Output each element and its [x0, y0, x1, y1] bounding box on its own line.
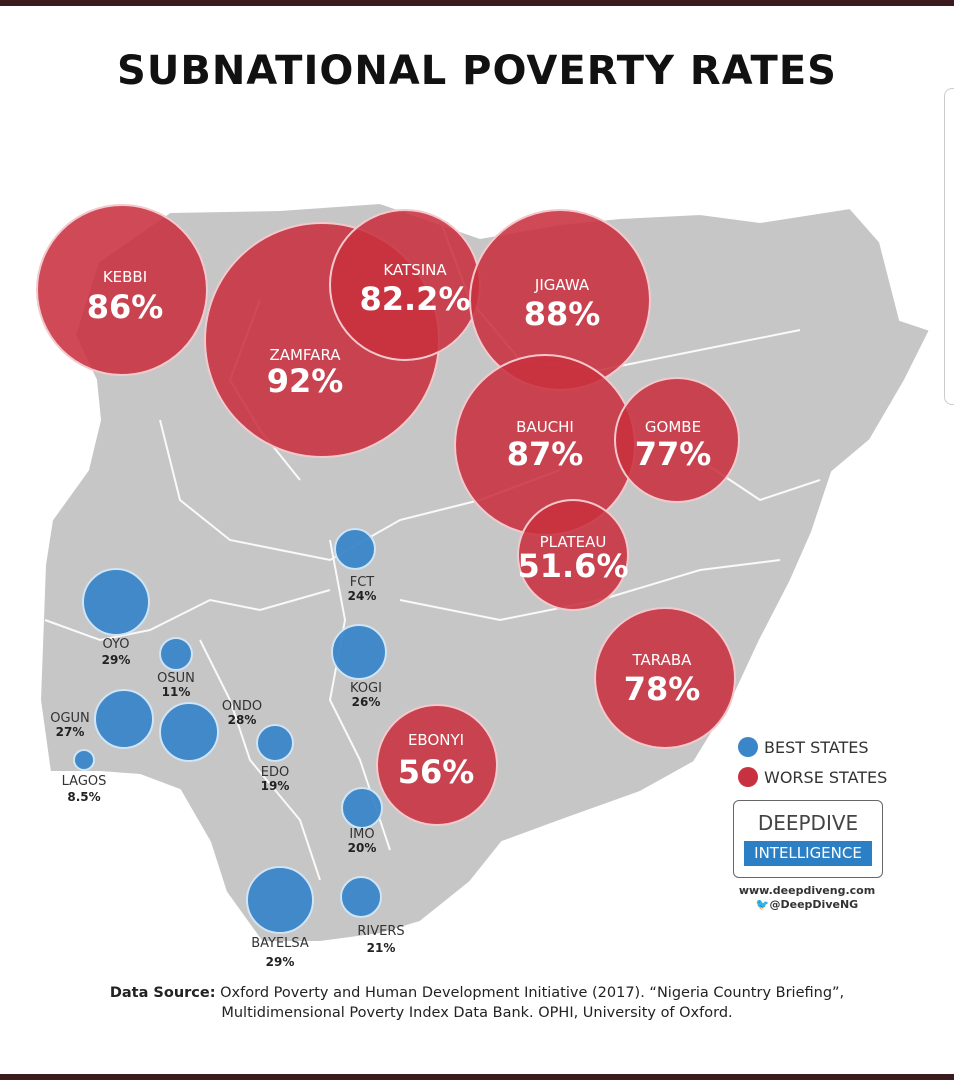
state-name-oyo: OYO [103, 637, 130, 652]
state-name-bauchi: BAUCHI [516, 418, 574, 436]
state-name-edo: EDO [261, 765, 289, 780]
credits: www.deepdiveng.com 🐦@DeepDiveNG [733, 884, 881, 912]
scroll-handle[interactable] [944, 88, 954, 405]
bubble-rivers [340, 876, 382, 918]
state-value-jigawa: 88% [524, 295, 601, 333]
red-dot-icon [738, 767, 758, 787]
legend-best: BEST STATES [738, 732, 887, 762]
legend-worse-label: WORSE STATES [764, 767, 888, 787]
state-value-oyo: 29% [102, 653, 131, 667]
state-value-bauchi: 87% [507, 435, 584, 473]
bubble-gombe [614, 377, 740, 503]
bubble-plateau [517, 499, 629, 611]
state-value-imo: 20% [348, 841, 377, 855]
state-value-taraba: 78% [624, 670, 701, 708]
state-value-ondo: 28% [228, 713, 257, 727]
state-name-taraba: TARABA [632, 651, 693, 669]
state-name-osun: OSUN [157, 671, 195, 686]
bubble-ondo [159, 702, 219, 762]
bubble-ogun [94, 689, 154, 749]
blue-dot-icon [738, 737, 758, 757]
legend-worse: WORSE STATES [738, 762, 887, 792]
state-value-gombe: 77% [635, 435, 712, 473]
state-value-edo: 19% [261, 779, 290, 793]
state-name-bayelsa: BAYELSA [251, 936, 309, 951]
state-value-ogun: 27% [56, 725, 85, 739]
state-name-imo: IMO [349, 827, 374, 842]
bubble-fct [334, 528, 376, 570]
state-value-rivers: 21% [367, 941, 396, 955]
data-source: Data Source: Oxford Poverty and Human De… [0, 983, 954, 1023]
legend: BEST STATES WORSE STATES [738, 732, 887, 792]
state-value-katsina: 82.2% [359, 280, 470, 318]
bubble-bayelsa [246, 866, 314, 934]
bubble-osun [159, 637, 193, 671]
state-name-jigawa: JIGAWA [534, 276, 590, 294]
source-line2: Multidimensional Poverty Index Data Bank… [221, 1005, 733, 1021]
state-value-fct: 24% [348, 589, 377, 603]
state-name-zamfara: ZAMFARA [269, 346, 341, 364]
bubble-kogi [331, 624, 387, 680]
state-value-kebbi: 86% [87, 288, 164, 326]
bottom-frame-bar [0, 1074, 954, 1080]
state-value-plateau: 51.6% [517, 547, 628, 585]
legend-best-label: BEST STATES [764, 737, 869, 757]
source-line1: Oxford Poverty and Human Development Ini… [220, 985, 845, 1001]
state-value-ebonyi: 56% [398, 753, 475, 791]
state-name-gombe: GOMBE [645, 418, 701, 436]
bubble-kebbi [36, 204, 208, 376]
state-value-bayelsa: 29% [266, 955, 295, 969]
logo-line1: DEEPDIVE [757, 811, 859, 835]
state-name-kogi: KOGI [350, 681, 382, 696]
source-label: Data Source: [109, 985, 216, 1001]
bubble-ebonyi [376, 704, 498, 826]
twitter-handle[interactable]: @DeepDiveNG [769, 898, 859, 911]
twitter-icon: 🐦 [755, 898, 770, 911]
state-name-fct: FCT [350, 575, 375, 590]
bubble-oyo [82, 568, 150, 636]
state-name-ebonyi: EBONYI [408, 731, 464, 749]
state-name-katsina: KATSINA [383, 261, 447, 279]
website-link[interactable]: www.deepdiveng.com [738, 884, 876, 897]
state-name-plateau: PLATEAU [540, 533, 607, 551]
page-title: SUBNATIONAL POVERTY RATES [117, 48, 837, 94]
state-name-kebbi: KEBBI [103, 268, 147, 286]
state-value-kogi: 26% [352, 695, 381, 709]
state-value-lagos: 8.5% [67, 790, 100, 804]
bubble-imo [341, 787, 383, 829]
state-value-zamfara: 92% [267, 362, 344, 400]
state-value-osun: 11% [162, 685, 191, 699]
state-name-ogun: OGUN [50, 711, 90, 726]
state-name-rivers: RIVERS [357, 924, 404, 939]
bubble-lagos [73, 749, 95, 771]
top-frame-bar [0, 0, 954, 6]
logo-line2: INTELLIGENCE [744, 841, 872, 866]
deepdive-logo: DEEPDIVE INTELLIGENCE [733, 800, 883, 878]
bubble-taraba [594, 607, 736, 749]
bubble-edo [256, 724, 294, 762]
state-name-lagos: LAGOS [62, 774, 107, 789]
state-name-ondo: ONDO [222, 699, 262, 714]
